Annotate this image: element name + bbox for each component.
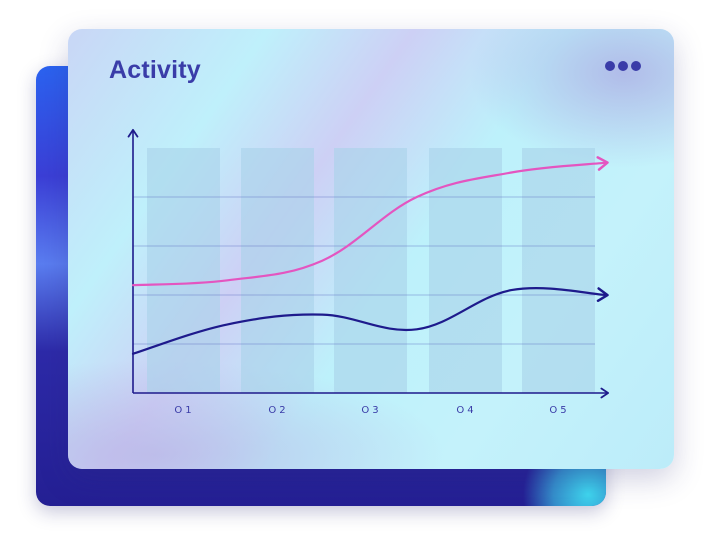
card-title: Activity bbox=[109, 56, 201, 84]
series-line-2 bbox=[131, 287, 609, 355]
series-lines bbox=[131, 156, 609, 355]
x-tick-label-5: O5 bbox=[549, 405, 569, 416]
background-bar-1 bbox=[147, 148, 220, 393]
x-tick-label-4: O4 bbox=[456, 405, 476, 416]
background-bar-5 bbox=[522, 148, 595, 393]
x-tick-label-1: O1 bbox=[174, 405, 194, 416]
card-sheen bbox=[468, 29, 674, 169]
background-bar-3 bbox=[334, 148, 407, 393]
x-tick-label-3: O3 bbox=[361, 405, 381, 416]
background-bar-4 bbox=[429, 148, 502, 393]
menu-dot-3 bbox=[631, 61, 641, 71]
series-line-1 bbox=[131, 156, 609, 287]
gridlines bbox=[133, 196, 595, 345]
menu-dot-1 bbox=[605, 61, 615, 71]
background-bars bbox=[147, 148, 595, 393]
x-tick-label-2: O2 bbox=[268, 405, 288, 416]
x-tick-labels: O1 O2 O3 O4 O5 bbox=[174, 405, 569, 416]
axes bbox=[127, 128, 610, 399]
menu-dot-2 bbox=[618, 61, 628, 71]
more-options-button[interactable] bbox=[605, 59, 645, 73]
background-bar-2 bbox=[241, 148, 314, 393]
